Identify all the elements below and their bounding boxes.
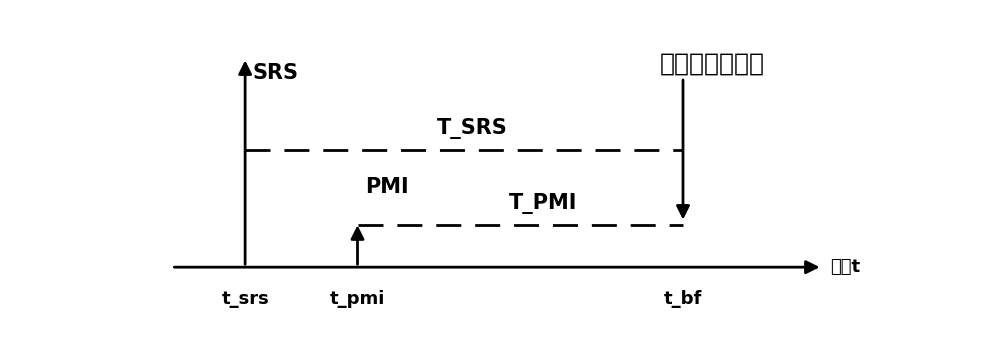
- Text: 波束赋形权向量: 波束赋形权向量: [660, 52, 765, 76]
- Text: PMI: PMI: [365, 177, 409, 197]
- Text: T_PMI: T_PMI: [509, 193, 578, 214]
- Text: t_srs: t_srs: [221, 290, 269, 307]
- Text: 时间t: 时间t: [830, 258, 860, 276]
- Text: T_SRS: T_SRS: [436, 118, 507, 139]
- Text: t_bf: t_bf: [664, 290, 702, 307]
- Text: t_pmi: t_pmi: [330, 290, 385, 307]
- Text: SRS: SRS: [253, 63, 299, 83]
